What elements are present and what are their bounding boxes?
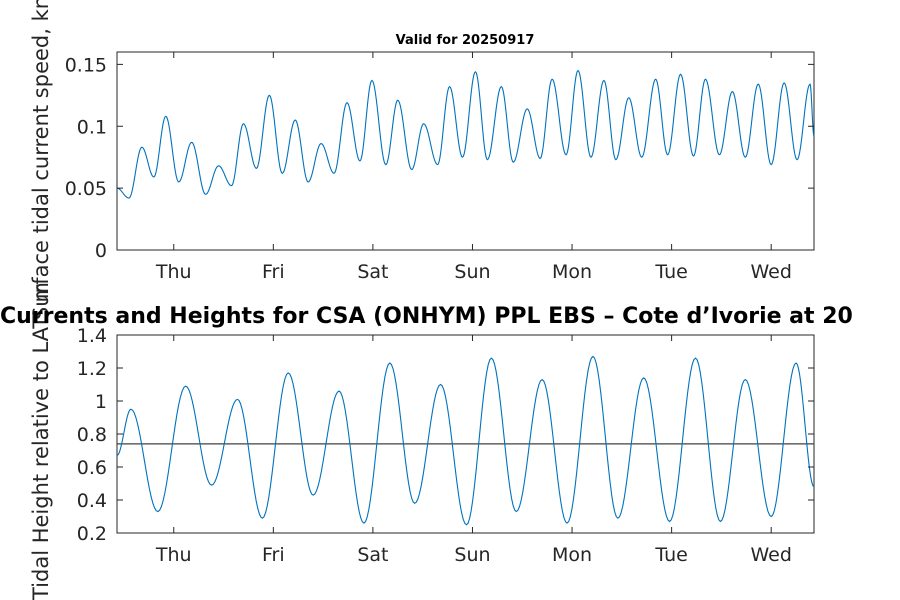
y-tick-label: 0 bbox=[95, 240, 107, 262]
x-tick-label: Fri bbox=[262, 544, 285, 566]
current-speed-axes: Valid for 20250917 0 0.05 0.1 0.15 Thu Fri Sa… bbox=[29, 0, 815, 320]
y-tick-label: 0.1 bbox=[77, 116, 107, 138]
y-tick-label: 1 bbox=[95, 391, 107, 413]
current-plot-title: Valid for 20250917 bbox=[396, 33, 535, 48]
current-x-ticks: Thu Fri Sat Sun Mon Tue Wed bbox=[155, 52, 792, 283]
series-line bbox=[116, 355, 815, 526]
x-tick-label: Sun bbox=[454, 544, 490, 566]
x-tick-label: Thu bbox=[155, 544, 192, 566]
y-tick-label: 0.05 bbox=[65, 178, 107, 200]
tidal-height-axes: 0.2 0.4 0.6 0.8 1 1.2 1.4 Thu Fri Sat Sun Mon Tue We… bbox=[29, 282, 815, 600]
x-tick-label: Mon bbox=[552, 261, 592, 283]
height-x-ticks: Thu Fri Sat Sun Mon Tue Wed bbox=[155, 335, 792, 566]
current-plot-box bbox=[116, 51, 815, 251]
y-tick-label: 1.4 bbox=[77, 325, 107, 347]
x-tick-label: Fri bbox=[262, 261, 285, 283]
current-speed-series bbox=[116, 69, 815, 199]
x-tick-label: Tue bbox=[654, 544, 687, 566]
x-tick-label: Sat bbox=[357, 261, 388, 283]
y-tick-label: 0.8 bbox=[77, 424, 107, 446]
series-line bbox=[116, 69, 815, 199]
x-tick-label: Sat bbox=[357, 544, 388, 566]
y-tick-label: 0.6 bbox=[77, 457, 107, 479]
x-tick-label: Wed bbox=[750, 544, 791, 566]
y-tick-label: 0.4 bbox=[77, 490, 107, 512]
y-tick-label: 0.2 bbox=[77, 523, 107, 545]
y-tick-label: 1.2 bbox=[77, 358, 107, 380]
y-tick-label: 0.15 bbox=[65, 54, 107, 76]
height-plot-box bbox=[116, 334, 815, 534]
current-y-axis-label: Surface tidal current speed, kn bbox=[29, 0, 53, 320]
figure-main-title: Currents and Heights for CSA (ONHYM) PPL… bbox=[0, 304, 853, 329]
height-y-ticks: 0.2 0.4 0.6 0.8 1 1.2 1.4 bbox=[77, 325, 814, 545]
x-tick-label: Wed bbox=[750, 261, 791, 283]
x-tick-label: Thu bbox=[155, 261, 192, 283]
x-tick-label: Mon bbox=[552, 544, 592, 566]
height-y-axis-label: Tidal Height relative to LAT, m bbox=[29, 282, 53, 600]
x-tick-label: Tue bbox=[654, 261, 687, 283]
current-y-ticks: 0 0.05 0.1 0.15 bbox=[65, 54, 814, 262]
x-tick-label: Sun bbox=[454, 261, 490, 283]
tidal-height-series bbox=[116, 355, 815, 526]
